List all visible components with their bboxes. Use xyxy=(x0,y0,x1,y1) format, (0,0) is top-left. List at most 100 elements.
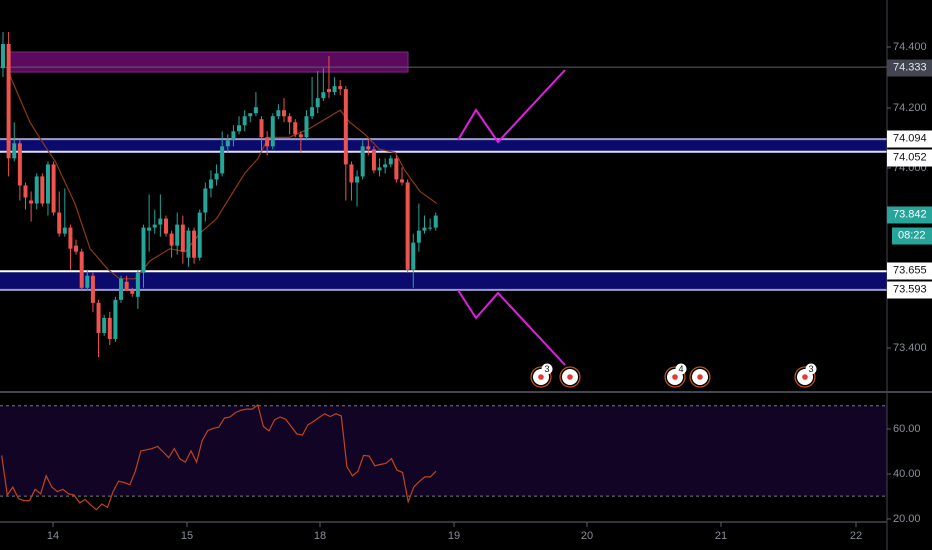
candle[interactable] xyxy=(34,173,39,210)
candle[interactable] xyxy=(253,92,258,117)
candle[interactable] xyxy=(102,314,107,336)
candle[interactable] xyxy=(377,158,382,177)
economic-event-marker[interactable] xyxy=(559,366,581,388)
candle[interactable] xyxy=(242,110,247,132)
candle[interactable] xyxy=(124,275,129,291)
economic-event-marker[interactable]: 4 xyxy=(664,363,687,388)
candle[interactable] xyxy=(405,179,410,273)
candle[interactable] xyxy=(113,296,118,342)
candle[interactable] xyxy=(304,110,309,141)
candle[interactable] xyxy=(287,113,292,135)
candle[interactable] xyxy=(68,224,73,270)
candle[interactable] xyxy=(259,116,264,153)
candle[interactable] xyxy=(45,161,50,216)
candle[interactable] xyxy=(186,227,191,267)
candle[interactable] xyxy=(158,194,163,237)
candle[interactable] xyxy=(62,188,67,237)
candle[interactable] xyxy=(163,215,168,237)
candle[interactable] xyxy=(237,116,242,135)
candle[interactable] xyxy=(135,269,140,309)
candle-body xyxy=(388,158,393,165)
candle[interactable] xyxy=(411,233,416,288)
economic-event-marker[interactable] xyxy=(689,366,711,388)
candle[interactable] xyxy=(197,209,202,261)
candle[interactable] xyxy=(321,68,326,102)
supply-zone[interactable] xyxy=(7,51,409,73)
candle[interactable] xyxy=(265,131,270,156)
candle[interactable] xyxy=(422,215,427,234)
candle-body xyxy=(349,164,354,183)
candle[interactable] xyxy=(214,164,219,186)
candle[interactable] xyxy=(180,215,185,264)
candle[interactable] xyxy=(220,131,225,177)
candle[interactable] xyxy=(349,161,354,201)
candle-body xyxy=(371,149,376,171)
candle[interactable] xyxy=(203,182,208,222)
candle[interactable] xyxy=(51,161,56,216)
candle[interactable] xyxy=(79,248,84,291)
candle[interactable] xyxy=(366,140,371,156)
candle[interactable] xyxy=(338,80,343,96)
economic-event-marker[interactable]: 3 xyxy=(794,363,817,388)
candle[interactable] xyxy=(12,122,17,162)
candle-body xyxy=(192,230,197,258)
candle[interactable] xyxy=(130,287,135,297)
candle[interactable] xyxy=(332,77,337,96)
candle[interactable] xyxy=(175,212,180,255)
projection-drawing[interactable] xyxy=(457,69,566,366)
candle[interactable] xyxy=(276,104,281,120)
candle[interactable] xyxy=(107,311,112,345)
candle[interactable] xyxy=(225,134,230,153)
rsi-tick: 40.00 xyxy=(893,468,921,480)
candle[interactable] xyxy=(310,77,315,120)
candle[interactable] xyxy=(152,209,157,234)
candle[interactable] xyxy=(394,155,399,183)
candle[interactable] xyxy=(74,239,79,255)
candle[interactable] xyxy=(6,31,11,177)
resistance-zone[interactable] xyxy=(0,139,887,152)
candle[interactable] xyxy=(29,191,34,222)
candle[interactable] xyxy=(355,170,360,207)
candle[interactable] xyxy=(282,98,286,123)
candle[interactable] xyxy=(1,31,5,78)
time-tick: 14 xyxy=(46,530,60,542)
bullish-projection-path[interactable] xyxy=(457,69,566,144)
candle[interactable] xyxy=(192,227,197,264)
candle[interactable] xyxy=(40,173,45,207)
candle[interactable] xyxy=(326,56,331,99)
candle[interactable] xyxy=(141,224,146,288)
candle[interactable] xyxy=(383,158,388,174)
candle[interactable] xyxy=(343,86,348,201)
candle[interactable] xyxy=(428,218,433,231)
candle[interactable] xyxy=(360,140,365,180)
candle[interactable] xyxy=(298,131,303,153)
candle[interactable] xyxy=(416,203,421,252)
candle[interactable] xyxy=(90,272,95,312)
candle[interactable] xyxy=(208,170,213,198)
bearish-projection-path[interactable] xyxy=(457,289,566,366)
candle[interactable] xyxy=(248,113,253,123)
candle-body xyxy=(180,224,185,252)
candle[interactable] xyxy=(293,119,298,138)
candle[interactable] xyxy=(57,191,62,237)
candle[interactable] xyxy=(433,212,438,231)
candle-body xyxy=(208,179,213,189)
candle[interactable] xyxy=(23,182,28,210)
candle[interactable] xyxy=(119,275,124,303)
candle[interactable] xyxy=(147,194,152,252)
candle-body xyxy=(90,275,95,303)
candle[interactable] xyxy=(231,125,236,147)
candle[interactable] xyxy=(388,155,393,168)
candle[interactable] xyxy=(169,230,174,258)
candle[interactable] xyxy=(17,140,22,201)
candle[interactable] xyxy=(85,269,90,291)
support-zone[interactable] xyxy=(0,271,887,290)
candle[interactable] xyxy=(270,113,275,150)
candle[interactable] xyxy=(371,146,376,174)
candle[interactable] xyxy=(400,167,405,186)
candle[interactable] xyxy=(315,71,320,114)
candle[interactable] xyxy=(96,299,101,358)
rsi-band xyxy=(0,405,887,497)
economic-event-marker[interactable]: 3 xyxy=(530,363,553,388)
